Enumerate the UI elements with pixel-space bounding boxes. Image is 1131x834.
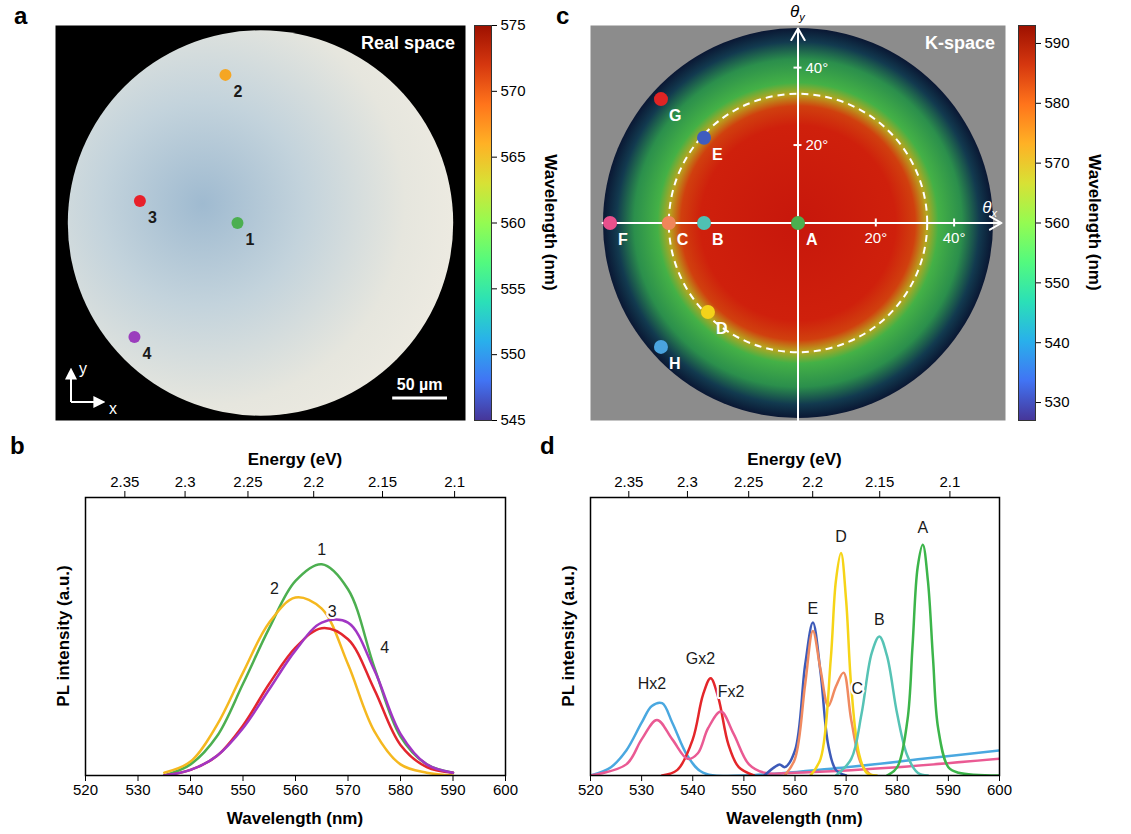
html-text:a: a [14,2,28,29]
svg-text:PL intensity (a.u.): PL intensity (a.u.) [54,565,73,706]
svg-text:2.2: 2.2 [802,473,823,490]
svg-text:θy: θy [790,2,806,23]
svg-text:580: 580 [388,781,413,798]
svg-text:Wavelength (nm): Wavelength (nm) [227,809,363,828]
svg-text:2.1: 2.1 [939,473,960,490]
svg-text:2.1: 2.1 [444,473,465,490]
svg-text:A: A [917,519,928,536]
svg-text:600: 600 [987,781,1012,798]
svg-text:D: D [835,528,847,545]
svg-text:Hx2: Hx2 [638,675,667,692]
svg-text:570: 570 [335,781,360,798]
svg-text:G: G [669,107,681,124]
svg-text:600: 600 [493,781,518,798]
svg-text:A: A [806,231,818,248]
svg-text:2: 2 [270,580,279,597]
svg-text:2.3: 2.3 [677,473,698,490]
svg-text:580: 580 [885,781,910,798]
svg-text:Wavelength (nm): Wavelength (nm) [541,154,560,290]
svg-text:2: 2 [233,83,242,100]
svg-text:560: 560 [501,214,526,231]
svg-text:2.25: 2.25 [233,473,262,490]
svg-text:x: x [109,400,117,417]
svg-text:Fx2: Fx2 [718,683,745,700]
svg-text:2.15: 2.15 [368,473,397,490]
svg-text:555: 555 [501,280,526,297]
svg-text:520: 520 [578,781,603,798]
svg-text:Energy (eV): Energy (eV) [248,450,342,469]
svg-text:540: 540 [1045,333,1070,350]
svg-text:2.2: 2.2 [303,473,324,490]
svg-text:520: 520 [73,781,98,798]
svg-text:590: 590 [936,781,961,798]
svg-text:560: 560 [1045,214,1070,231]
svg-text:590: 590 [1045,34,1070,51]
svg-text:580: 580 [1045,94,1070,111]
svg-text:530: 530 [1045,393,1070,410]
svg-text:590: 590 [440,781,465,798]
html-text:b: b [10,432,25,459]
svg-text:1: 1 [245,231,254,248]
svg-text:C: C [852,680,864,697]
svg-text:545: 545 [501,411,526,428]
html-text:c: c [556,2,570,29]
svg-text:20°: 20° [864,229,887,246]
svg-text:2.35: 2.35 [110,473,139,490]
svg-text:1: 1 [317,541,326,558]
svg-text:4: 4 [380,639,389,656]
svg-text:575: 575 [501,16,526,33]
svg-text:565: 565 [501,148,526,165]
svg-text:20°: 20° [806,136,829,153]
svg-text:550: 550 [230,781,255,798]
svg-text:540: 540 [680,781,705,798]
svg-text:530: 530 [125,781,150,798]
svg-text:K-space: K-space [925,33,995,53]
svg-text:550: 550 [1045,274,1070,291]
svg-text:570: 570 [501,82,526,99]
html-text:d: d [540,432,555,459]
svg-text:θx: θx [982,198,997,219]
svg-text:550: 550 [731,781,756,798]
svg-text:3: 3 [328,603,337,620]
svg-text:H: H [669,355,681,372]
svg-text:B: B [874,611,885,628]
svg-text:540: 540 [178,781,203,798]
svg-text:Real space: Real space [361,33,455,53]
svg-text:550: 550 [501,345,526,362]
svg-text:40°: 40° [806,59,829,76]
svg-text:E: E [712,146,723,163]
svg-text:560: 560 [782,781,807,798]
svg-text:570: 570 [1045,154,1070,171]
svg-text:F: F [618,231,628,248]
svg-text:Wavelength (nm): Wavelength (nm) [1085,154,1104,290]
svg-text:Wavelength (nm): Wavelength (nm) [726,809,862,828]
svg-text:2.15: 2.15 [865,473,894,490]
svg-text:2.25: 2.25 [734,473,763,490]
svg-text:D: D [716,320,728,337]
svg-text:40°: 40° [943,229,966,246]
svg-text:PL intensity (a.u.): PL intensity (a.u.) [559,565,578,706]
svg-text:Gx2: Gx2 [686,650,715,667]
svg-text:50 µm: 50 µm [397,376,443,393]
svg-text:Energy (eV): Energy (eV) [747,450,841,469]
svg-text:y: y [79,360,87,377]
svg-text:560: 560 [283,781,308,798]
svg-text:2.3: 2.3 [175,473,196,490]
svg-text:E: E [808,600,819,617]
svg-text:4: 4 [142,345,151,362]
svg-text:530: 530 [629,781,654,798]
svg-text:570: 570 [834,781,859,798]
svg-text:C: C [677,231,689,248]
svg-text:2.35: 2.35 [614,473,643,490]
svg-text:B: B [712,231,724,248]
svg-text:3: 3 [148,209,157,226]
